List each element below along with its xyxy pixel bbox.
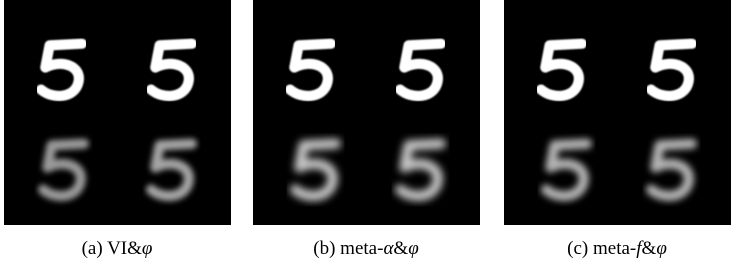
panel-a bbox=[4, 0, 231, 225]
image bbox=[4, 0, 231, 225]
caption-symbol: φ bbox=[408, 238, 419, 259]
caption: (a) VI&φ bbox=[82, 238, 153, 259]
caption-text: (c) meta- bbox=[567, 238, 636, 259]
caption-text: & bbox=[393, 238, 408, 259]
image bbox=[253, 0, 480, 225]
caption: (c) meta-f&φ bbox=[567, 238, 667, 259]
caption-text: (b) meta- bbox=[313, 238, 383, 259]
caption-symbol: φ bbox=[142, 238, 153, 259]
figure: (a) VI&φ (b) meta-α&φ (c) meta-f&φ bbox=[0, 0, 741, 271]
panel-c bbox=[504, 0, 731, 225]
image bbox=[504, 0, 731, 225]
caption-symbol: φ bbox=[656, 238, 667, 259]
caption: (b) meta-α&φ bbox=[313, 238, 418, 259]
caption-text: (a) VI& bbox=[82, 238, 143, 259]
panel-b bbox=[253, 0, 480, 225]
caption-text: & bbox=[642, 238, 657, 259]
page: (a) VI&φ (b) meta-α&φ (c) meta-f&φ (() =… bbox=[0, 0, 741, 271]
